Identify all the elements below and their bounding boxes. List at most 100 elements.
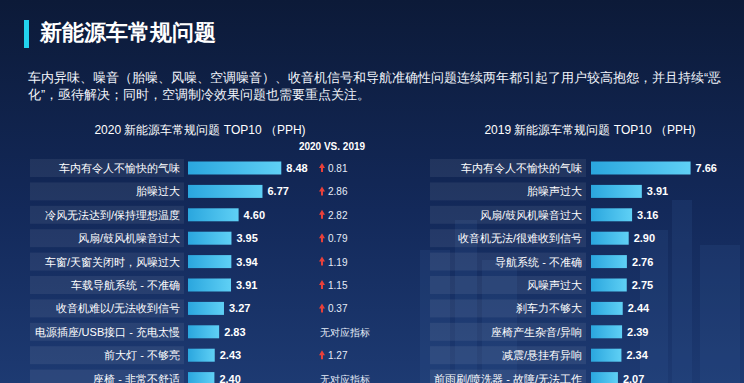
comparison-title: 2020 VS. 2019 xyxy=(299,141,366,152)
label-box xyxy=(430,182,586,200)
data-label: 2.43 xyxy=(220,349,241,361)
data-label: 2.44 xyxy=(628,302,650,314)
change-missing: 无对应指标 xyxy=(320,327,370,338)
category-label: 车内有令人不愉快的气味 xyxy=(59,162,180,174)
label-box xyxy=(30,323,184,341)
bar xyxy=(188,325,219,338)
chart: 2019 新能源车常规问题 TOP10 （PPH) 车内有令人不愉快的气味 7.66… xyxy=(430,123,717,383)
change-value: 1.19 xyxy=(328,257,348,268)
label-box xyxy=(430,159,586,177)
change-value: 0.81 xyxy=(328,163,348,174)
change-missing: 无对应指标 xyxy=(320,374,370,383)
data-label: 3.95 xyxy=(236,232,257,244)
data-label: 3.91 xyxy=(647,185,668,197)
accent xyxy=(24,20,29,48)
chart-title: 2020 新能源车常规问题 TOP10 （PPH) xyxy=(94,123,305,137)
label-box xyxy=(30,206,184,224)
data-label: 3.16 xyxy=(637,209,658,221)
category-label: 刹车力不够大 xyxy=(516,302,582,314)
data-label: 3.27 xyxy=(229,302,250,314)
category-label: 胎噪过大 xyxy=(136,185,180,197)
category-label: 导航系统 - 不准确 xyxy=(495,256,582,268)
data-label: 2.76 xyxy=(632,256,653,268)
label-box xyxy=(430,276,586,294)
data-label: 2.83 xyxy=(224,326,245,338)
category-label: 减震/悬挂有异响 xyxy=(502,349,582,361)
charts: 2020 新能源车常规问题 TOP10 （PPH) 车内有令人不愉快的气味 8.48… xyxy=(0,0,744,383)
label-box xyxy=(30,276,184,294)
change-value: 2.86 xyxy=(328,186,348,197)
bar xyxy=(591,349,621,362)
change-arrow xyxy=(319,210,325,219)
bar xyxy=(188,372,214,383)
bar xyxy=(188,279,231,292)
category-label: 胎噪声过大 xyxy=(527,185,582,197)
category-label: 风扇/鼓风机噪音过大 xyxy=(78,232,180,244)
category-label: 前大灯 - 不够亮 xyxy=(104,349,180,361)
category-label: 车载导航系统 - 不准确 xyxy=(71,279,180,291)
chart-title: 2019 新能源车常规问题 TOP10 （PPH) xyxy=(484,123,695,137)
bar xyxy=(591,208,632,221)
bar xyxy=(591,162,691,175)
category-label: 车内有令人不愉快的气味 xyxy=(461,162,582,174)
data-label: 8.48 xyxy=(286,162,307,174)
data-label: 2.39 xyxy=(627,326,648,338)
change-value: 1.27 xyxy=(328,350,348,361)
skyline xyxy=(672,200,692,383)
category-label: 收音机无法/很难收到信号 xyxy=(458,232,582,244)
label-box xyxy=(30,182,184,200)
data-label: 2.40 xyxy=(219,373,240,383)
label-box xyxy=(430,346,586,364)
data-label: 2.34 xyxy=(626,349,648,361)
bar xyxy=(188,208,239,221)
category-label: 风噪声过大 xyxy=(527,279,582,291)
bar xyxy=(591,372,618,383)
change-arrow xyxy=(319,233,325,242)
category-label: 收音机难以/无法收到信号 xyxy=(56,302,180,314)
bar xyxy=(591,255,627,268)
data-label: 2.07 xyxy=(623,373,644,383)
change-arrow xyxy=(319,163,325,172)
change-arrow xyxy=(319,186,325,195)
change-arrow xyxy=(319,257,325,266)
data-label: 4.60 xyxy=(244,209,265,221)
bar xyxy=(188,162,281,175)
bar xyxy=(591,232,629,245)
bar xyxy=(591,279,627,292)
change-arrow xyxy=(319,303,325,312)
label-box xyxy=(30,346,184,364)
category-label: 风扇/鼓风机噪音过大 xyxy=(480,209,582,221)
change-value: 0.37 xyxy=(328,303,348,314)
label-box xyxy=(430,299,586,317)
bar xyxy=(591,185,642,198)
category-label: 冷风无法达到/保持理想温度 xyxy=(45,209,180,221)
bar xyxy=(188,302,224,315)
label-box xyxy=(30,370,184,383)
change-value: 2.82 xyxy=(328,210,348,221)
bar xyxy=(188,232,231,245)
label-box xyxy=(430,323,586,341)
data-label: 3.94 xyxy=(236,256,258,268)
data-label: 2.90 xyxy=(634,232,655,244)
label-box xyxy=(430,370,586,383)
description: 车内异味、噪音（胎噪、风噪、空调噪音）、收音机信号和导航准确性问题连续两年都引起… xyxy=(28,70,728,104)
data-label: 6.77 xyxy=(267,185,288,197)
chart: 2020 新能源车常规问题 TOP10 （PPH) 车内有令人不愉快的气味 8.48… xyxy=(30,123,370,383)
change-value: 0.79 xyxy=(328,233,348,244)
label-box xyxy=(30,299,184,317)
label-box xyxy=(430,253,586,271)
category-label: 车窗/天窗关闭时，风噪过大 xyxy=(45,256,180,268)
category-label: 电源插座/USB接口 - 充电太慢 xyxy=(35,326,180,338)
data-label: 7.66 xyxy=(696,162,717,174)
label-box xyxy=(30,229,184,247)
category-label: 座椅产生杂音/异响 xyxy=(491,326,582,338)
change-arrow xyxy=(319,280,325,289)
label-box xyxy=(430,206,586,224)
skyline xyxy=(700,245,740,383)
change-value: 1.15 xyxy=(328,280,348,291)
bar xyxy=(188,255,231,268)
bar xyxy=(591,325,622,338)
label-box xyxy=(430,229,586,247)
category-label: 前雨刷/喷洗器 - 故障/无法工作 xyxy=(434,373,582,383)
bar xyxy=(591,302,623,315)
